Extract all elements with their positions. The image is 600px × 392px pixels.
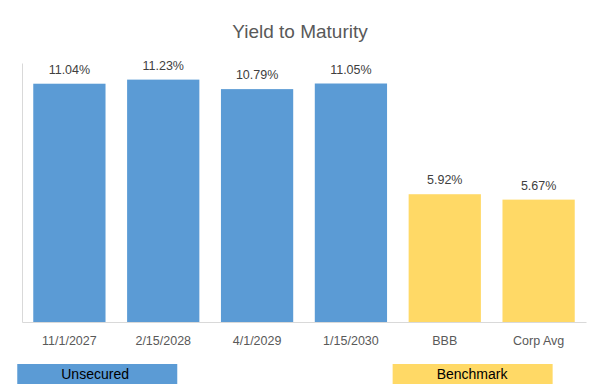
data-label: 11.05% [330, 63, 371, 77]
x-tick-label: Corp Avg [513, 334, 564, 348]
x-tick-label: 4/1/2029 [233, 334, 282, 348]
bars [33, 80, 574, 322]
bar [502, 200, 574, 322]
bar [315, 84, 387, 322]
data-label: 5.92% [427, 173, 462, 187]
bar [127, 80, 199, 322]
legend-swatch [17, 364, 177, 384]
x-tick: BBB [432, 322, 457, 348]
y-axis [22, 64, 23, 323]
bar [33, 84, 105, 322]
x-tick: 11/1/2027 [42, 322, 97, 348]
x-tick: 2/15/2028 [135, 322, 191, 348]
legend-swatch [393, 364, 553, 384]
chart: Yield to Maturity 11.04% 11.23% 10.79% 11.05… [0, 0, 600, 392]
bar [409, 194, 481, 322]
x-tick-label: 1/15/2030 [323, 334, 379, 348]
x-tick-label: BBB [432, 334, 457, 348]
bar [221, 89, 293, 322]
data-label: 11.04% [49, 63, 90, 77]
x-tick-label: 11/1/2027 [42, 334, 97, 348]
legend-item: Unsecured [17, 364, 177, 384]
background [0, 0, 600, 392]
legend: Unsecured Benchmark [17, 364, 552, 384]
data-label: 10.79% [236, 68, 278, 82]
x-tick-label: 2/15/2028 [135, 334, 191, 348]
legend-item: Benchmark [393, 364, 553, 384]
legend-label: Unsecured [61, 366, 129, 382]
title: Yield to Maturity [232, 21, 368, 42]
x-axis-line [23, 322, 587, 323]
x-tick: Corp Avg [513, 322, 564, 348]
x-tick: 4/1/2029 [233, 322, 282, 348]
legend-label: Benchmark [437, 366, 509, 382]
y-axis-line [22, 64, 23, 323]
data-labels: 11.04% 11.23% 10.79% 11.05% 5.92% 5.67% [49, 59, 557, 193]
data-label: 11.23% [143, 59, 184, 73]
x-tick: 1/15/2030 [323, 322, 379, 348]
x-axis: 11/1/2027 2/15/2028 4/1/2029 1/15/2030 BBB Co… [23, 322, 587, 348]
data-label: 5.67% [521, 179, 556, 193]
